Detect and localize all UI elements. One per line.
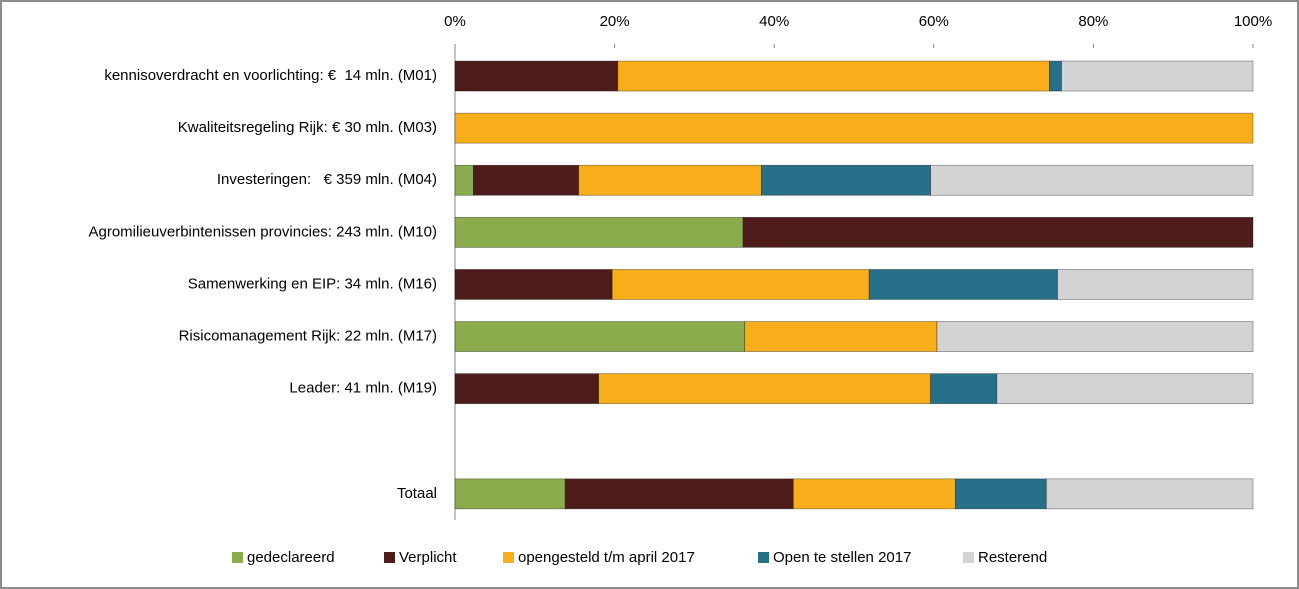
bar-segment	[473, 164, 580, 196]
legend-label: gedeclareerd	[247, 549, 335, 566]
bar-segment	[954, 478, 1047, 510]
bar-segment	[617, 60, 1050, 92]
bar-segment	[1049, 60, 1062, 92]
bar-segment	[454, 217, 744, 248]
bar-segment	[454, 321, 746, 352]
y-tick-label: Kwaliteitsregeling Rijk: € 30 mln. (M03)	[178, 119, 437, 136]
bar-segment	[761, 164, 931, 196]
bar-segment	[578, 164, 762, 196]
bar-segment	[742, 217, 1254, 248]
bar-segment	[868, 269, 1058, 300]
legend-swatch	[384, 552, 395, 563]
bar-segment	[1057, 269, 1254, 300]
x-tick-label: 20%	[600, 13, 630, 30]
y-tick-label: Totaal	[397, 485, 437, 502]
legend-label: opengesteld t/m april 2017	[518, 549, 695, 566]
y-tick-label: Samenwerking en EIP: 34 mln. (M16)	[188, 275, 437, 292]
bar-segment	[454, 112, 1254, 144]
x-tick-label: 100%	[1234, 13, 1272, 30]
bar-segment	[454, 164, 474, 196]
bar-segment	[996, 373, 1254, 404]
x-tick-label: 40%	[759, 13, 789, 30]
bar-segment	[936, 321, 1254, 352]
x-tick-label: 60%	[919, 13, 949, 30]
legend-label: Open te stellen 2017	[773, 549, 911, 566]
y-tick-label: kennisoverdracht en voorlichting: € 14 m…	[104, 67, 437, 84]
bar-segment	[793, 478, 956, 510]
y-tick-label: Agromilieuverbintenissen provincies: 243…	[89, 223, 438, 240]
y-tick-label: Risicomanagement Rijk: 22 mln. (M17)	[179, 328, 437, 345]
y-tick-label: Leader: 41 mln. (M19)	[289, 380, 437, 397]
legend-label: Resterend	[978, 549, 1047, 566]
legend-swatch	[503, 552, 514, 563]
bar-segment	[454, 60, 619, 92]
x-tick-label: 80%	[1078, 13, 1108, 30]
legend-swatch	[232, 552, 243, 563]
legend-label: Verplicht	[399, 549, 457, 566]
bar-segment	[454, 373, 599, 404]
bar-segment	[598, 373, 931, 404]
y-tick-label: Investeringen: € 359 mln. (M04)	[217, 171, 437, 188]
bar-segment	[564, 478, 794, 510]
legend-swatch	[758, 552, 769, 563]
bar-segment	[930, 164, 1254, 196]
bar-segment	[744, 321, 938, 352]
bar-segment	[1061, 60, 1254, 92]
x-tick-label: 0%	[444, 13, 466, 30]
bar-segment	[611, 269, 870, 300]
bar-segment	[454, 478, 566, 510]
bar-segment	[1045, 478, 1254, 510]
bar-segment	[930, 373, 998, 404]
legend-swatch	[963, 552, 974, 563]
bar-segment	[454, 269, 613, 300]
